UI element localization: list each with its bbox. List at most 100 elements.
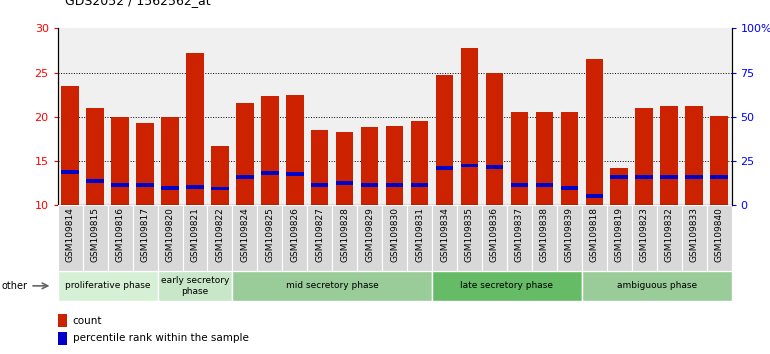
Text: GSM109819: GSM109819 (614, 207, 624, 262)
Text: GSM109818: GSM109818 (590, 207, 599, 262)
Bar (336, 132, 353, 205)
Bar (536, 112, 553, 205)
Bar (486, 73, 503, 205)
Bar (557, 205, 582, 271)
Text: GSM109835: GSM109835 (465, 207, 474, 262)
Text: proliferative phase: proliferative phase (65, 281, 150, 290)
Bar (607, 205, 631, 271)
Bar (233, 205, 257, 271)
Bar (158, 205, 182, 271)
Bar (58, 205, 82, 271)
Bar (161, 185, 179, 190)
Bar (536, 183, 553, 187)
Text: GSM109839: GSM109839 (565, 207, 574, 262)
Bar (307, 205, 332, 271)
Bar (457, 205, 482, 271)
Bar (561, 185, 578, 190)
Bar (357, 205, 382, 271)
Text: percentile rank within the sample: percentile rank within the sample (72, 333, 249, 343)
Bar (233, 271, 432, 301)
Text: GSM109821: GSM109821 (190, 207, 199, 262)
Bar (62, 86, 79, 205)
Bar (286, 172, 303, 176)
Bar (286, 95, 303, 205)
Bar (635, 175, 653, 179)
Bar (631, 205, 657, 271)
Text: GSM109837: GSM109837 (515, 207, 524, 262)
Bar (611, 168, 628, 205)
Text: GSM109827: GSM109827 (315, 207, 324, 262)
Bar (710, 175, 728, 179)
Bar (561, 113, 578, 205)
Bar (283, 205, 307, 271)
Bar (112, 117, 129, 205)
Bar (382, 205, 407, 271)
Text: GSM109825: GSM109825 (266, 207, 274, 262)
Bar (436, 166, 454, 170)
Text: GSM109824: GSM109824 (240, 207, 249, 262)
Bar (386, 126, 403, 205)
Bar (460, 48, 478, 205)
Bar (582, 205, 607, 271)
Bar (511, 183, 528, 187)
Bar (211, 146, 229, 205)
Bar (108, 205, 132, 271)
Bar (436, 75, 454, 205)
Bar (236, 103, 253, 205)
Text: GSM109836: GSM109836 (490, 207, 499, 262)
Bar (710, 116, 728, 205)
Bar (657, 205, 681, 271)
Bar (585, 194, 603, 199)
Bar (661, 175, 678, 179)
Text: GDS2052 / 1562562_at: GDS2052 / 1562562_at (65, 0, 211, 7)
Bar (158, 271, 233, 301)
Bar (411, 183, 428, 187)
Text: GSM109828: GSM109828 (340, 207, 350, 262)
Bar (257, 205, 283, 271)
Text: ambiguous phase: ambiguous phase (617, 281, 697, 290)
Bar (411, 121, 428, 205)
Bar (482, 205, 507, 271)
Text: GSM109832: GSM109832 (665, 207, 674, 262)
Bar (58, 271, 158, 301)
Bar (161, 117, 179, 205)
Text: GSM109817: GSM109817 (141, 207, 149, 262)
Text: GSM109840: GSM109840 (715, 207, 724, 262)
Bar (112, 183, 129, 187)
Bar (311, 183, 329, 187)
Bar (511, 113, 528, 205)
Bar (460, 164, 478, 167)
Text: GSM109838: GSM109838 (540, 207, 549, 262)
Bar (186, 53, 204, 205)
Text: GSM109831: GSM109831 (415, 207, 424, 262)
Bar (62, 170, 79, 174)
Text: GSM109816: GSM109816 (116, 207, 125, 262)
Bar (685, 175, 703, 179)
Bar (585, 59, 603, 205)
Bar (136, 123, 154, 205)
Text: GSM109820: GSM109820 (166, 207, 175, 262)
Bar (261, 97, 279, 205)
Bar (486, 165, 503, 169)
Text: GSM109830: GSM109830 (390, 207, 399, 262)
Bar (361, 127, 378, 205)
Bar (311, 130, 329, 205)
Bar (432, 205, 457, 271)
Text: GSM109826: GSM109826 (290, 207, 300, 262)
Text: GSM109834: GSM109834 (440, 207, 449, 262)
Bar (82, 205, 108, 271)
Bar (332, 205, 357, 271)
Bar (681, 205, 707, 271)
Bar (136, 183, 154, 187)
Text: late secretory phase: late secretory phase (460, 281, 554, 290)
Bar (132, 205, 158, 271)
Bar (407, 205, 432, 271)
Text: GSM109822: GSM109822 (216, 207, 224, 262)
Text: other: other (2, 281, 28, 291)
Bar (236, 175, 253, 179)
Text: GSM109815: GSM109815 (91, 207, 99, 262)
Bar (507, 205, 532, 271)
Bar (182, 205, 207, 271)
Text: early secretory
phase: early secretory phase (161, 276, 229, 296)
Text: GSM109823: GSM109823 (640, 207, 648, 262)
